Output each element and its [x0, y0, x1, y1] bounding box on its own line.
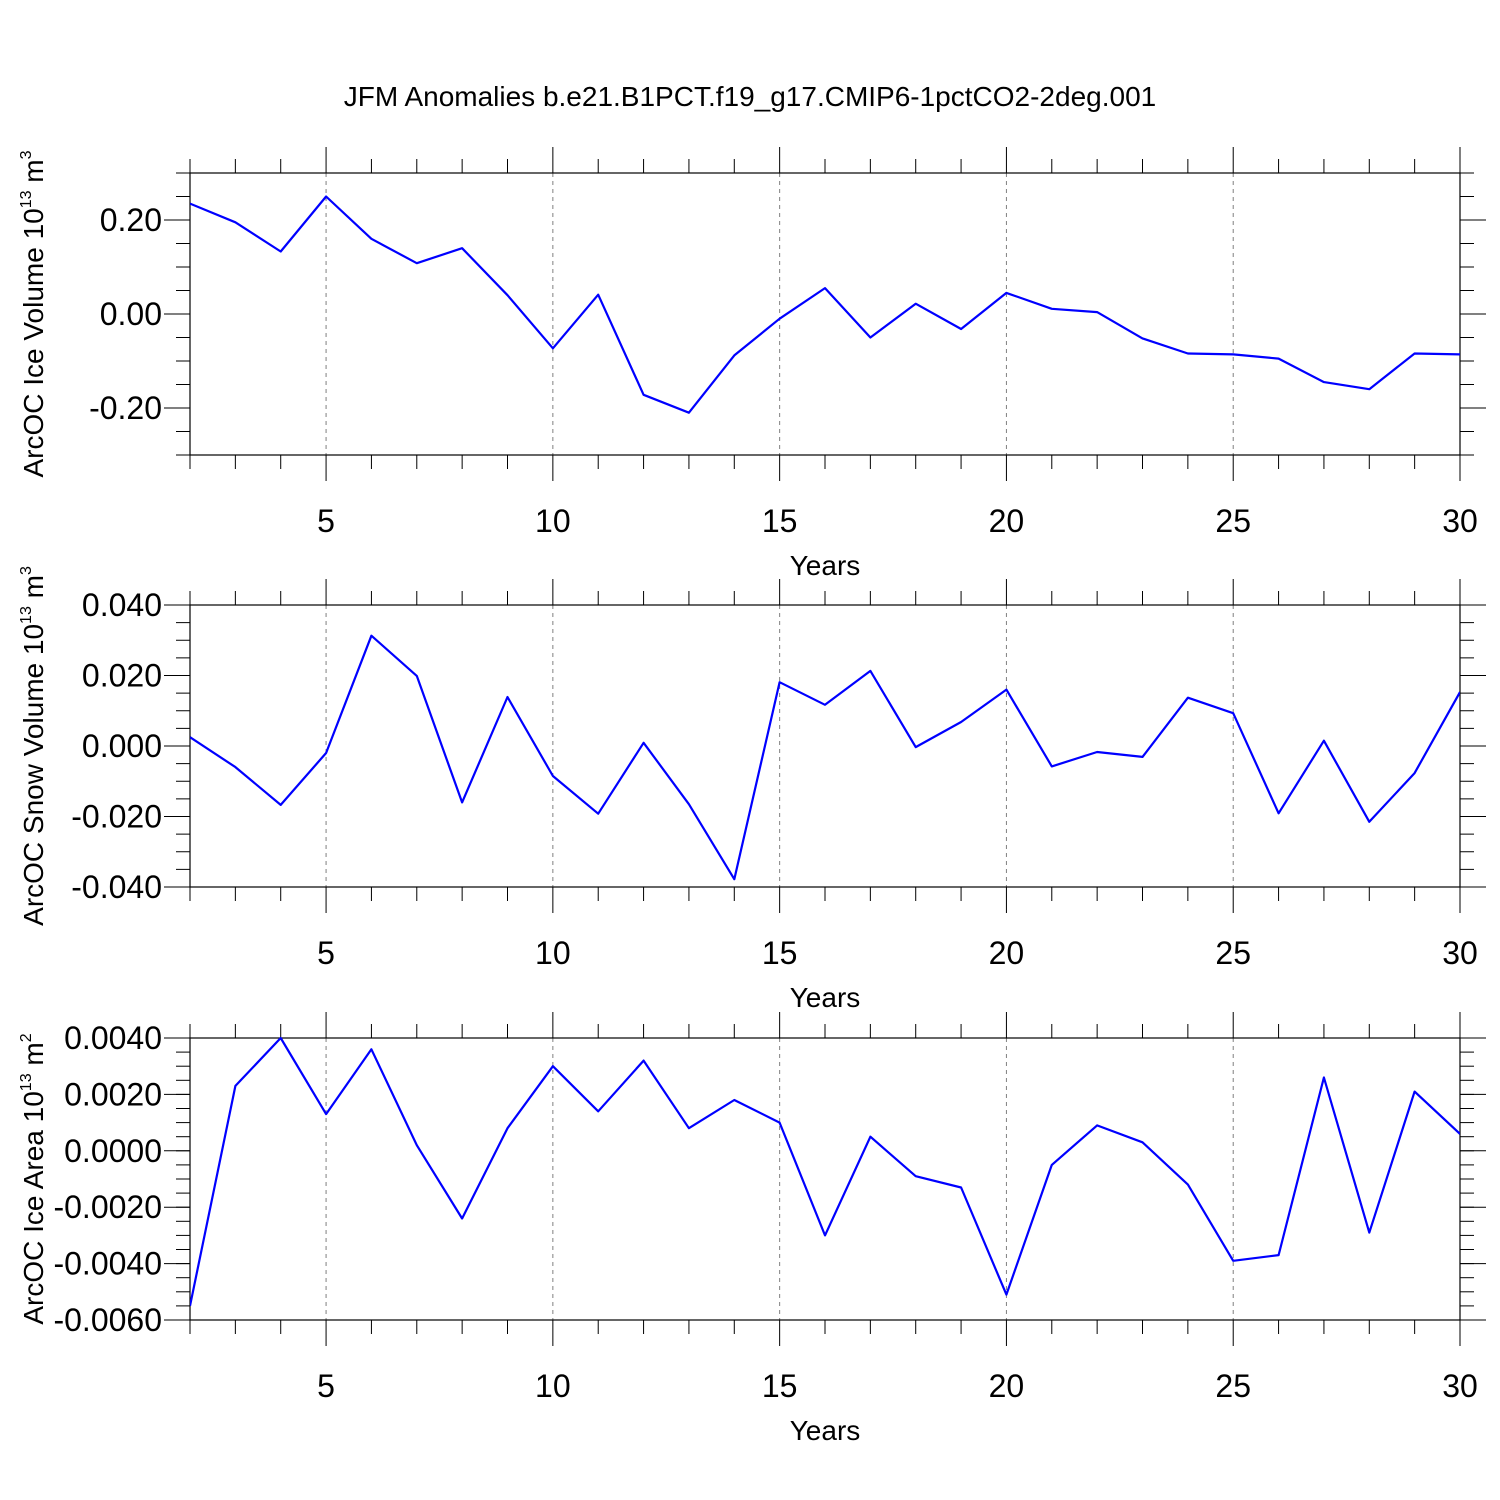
y-tick-label: 0.0040 — [64, 1020, 162, 1056]
x-tick-label: 20 — [989, 503, 1025, 539]
x-tick-label: 5 — [317, 1368, 335, 1404]
y-axis-title: ArcOC Snow Volume 1013 m3 — [18, 566, 49, 926]
x-axis-title: Years — [790, 1415, 861, 1446]
y-axis-title-unit: m — [18, 1042, 49, 1073]
y-tick-label: -0.20 — [89, 390, 162, 426]
y-tick-label: 0.00 — [100, 296, 162, 332]
y-axis-title-unit-exponent: 3 — [18, 566, 35, 575]
y-axis-title-exponent: 13 — [18, 1073, 35, 1091]
y-axis-title-unit: m — [18, 575, 49, 606]
chart-panel-2: -0.040 -0.020 0.000 0.020 0.040 5 10 15 20 25 30 Ye… — [18, 566, 1486, 1013]
y-axis-title-unit: m — [18, 159, 49, 190]
x-tick-label: 30 — [1442, 935, 1478, 971]
chart-panel-1: -0.20 0.00 0.20 5 10 15 20 25 30 Years ArcOC Ice V… — [18, 147, 1486, 581]
y-tick-label: 0.20 — [100, 202, 162, 238]
x-tick-label: 20 — [989, 1368, 1025, 1404]
x-tick-label: 15 — [762, 1368, 798, 1404]
y-axis-title-unit-exponent: 2 — [18, 1033, 35, 1042]
y-axis-title: ArcOC Ice Volume 1013 m3 — [18, 150, 49, 477]
chart-panel-3: -0.0060 -0.0040 -0.0020 0.0000 0.0020 0.0040 5… — [18, 1012, 1486, 1446]
y-tick-label: -0.0020 — [53, 1189, 162, 1225]
x-tick-label: 10 — [535, 935, 571, 971]
y-tick-label: -0.0060 — [53, 1302, 162, 1338]
x-tick-label: 20 — [989, 935, 1025, 971]
y-tick-label: 0.040 — [82, 587, 162, 623]
y-tick-label: 0.0000 — [64, 1133, 162, 1169]
plot-frame — [189, 172, 1461, 456]
plot-frame — [189, 604, 1461, 888]
x-tick-label: 25 — [1215, 503, 1251, 539]
y-axis-title-text: ArcOC Snow Volume 10 — [18, 624, 49, 926]
y-axis-title-unit-exponent: 3 — [18, 150, 35, 159]
x-axis-title: Years — [790, 982, 861, 1013]
x-tick-label: 15 — [762, 503, 798, 539]
x-tick-label: 25 — [1215, 935, 1251, 971]
y-tick-label: -0.0040 — [53, 1246, 162, 1282]
y-tick-label: 0.0020 — [64, 1076, 162, 1112]
plot-frame — [189, 1037, 1461, 1321]
y-axis-title-text: ArcOC Ice Volume 10 — [18, 208, 49, 477]
x-tick-label: 30 — [1442, 1368, 1478, 1404]
y-tick-label: -0.020 — [71, 799, 162, 835]
x-tick-label: 5 — [317, 935, 335, 971]
x-tick-label: 10 — [535, 1368, 571, 1404]
figure-title: JFM Anomalies b.e21.B1PCT.f19_g17.CMIP6-… — [344, 81, 1156, 112]
x-tick-label: 30 — [1442, 503, 1478, 539]
x-tick-label: 5 — [317, 503, 335, 539]
series-line — [190, 195, 1460, 414]
y-tick-label: 0.020 — [82, 658, 162, 694]
x-tick-label: 15 — [762, 935, 798, 971]
y-axis-title-text: ArcOC Ice Area 10 — [18, 1091, 49, 1324]
y-axis-title: ArcOC Ice Area 1013 m2 — [18, 1033, 49, 1324]
y-tick-label: 0.000 — [82, 728, 162, 764]
y-axis-title-exponent: 13 — [18, 190, 35, 208]
y-axis-title-exponent: 13 — [18, 606, 35, 624]
x-axis-title: Years — [790, 550, 861, 581]
series-line — [190, 634, 1460, 881]
y-tick-label: -0.040 — [71, 869, 162, 905]
x-tick-label: 25 — [1215, 1368, 1251, 1404]
series-line — [190, 1036, 1460, 1307]
x-tick-label: 10 — [535, 503, 571, 539]
